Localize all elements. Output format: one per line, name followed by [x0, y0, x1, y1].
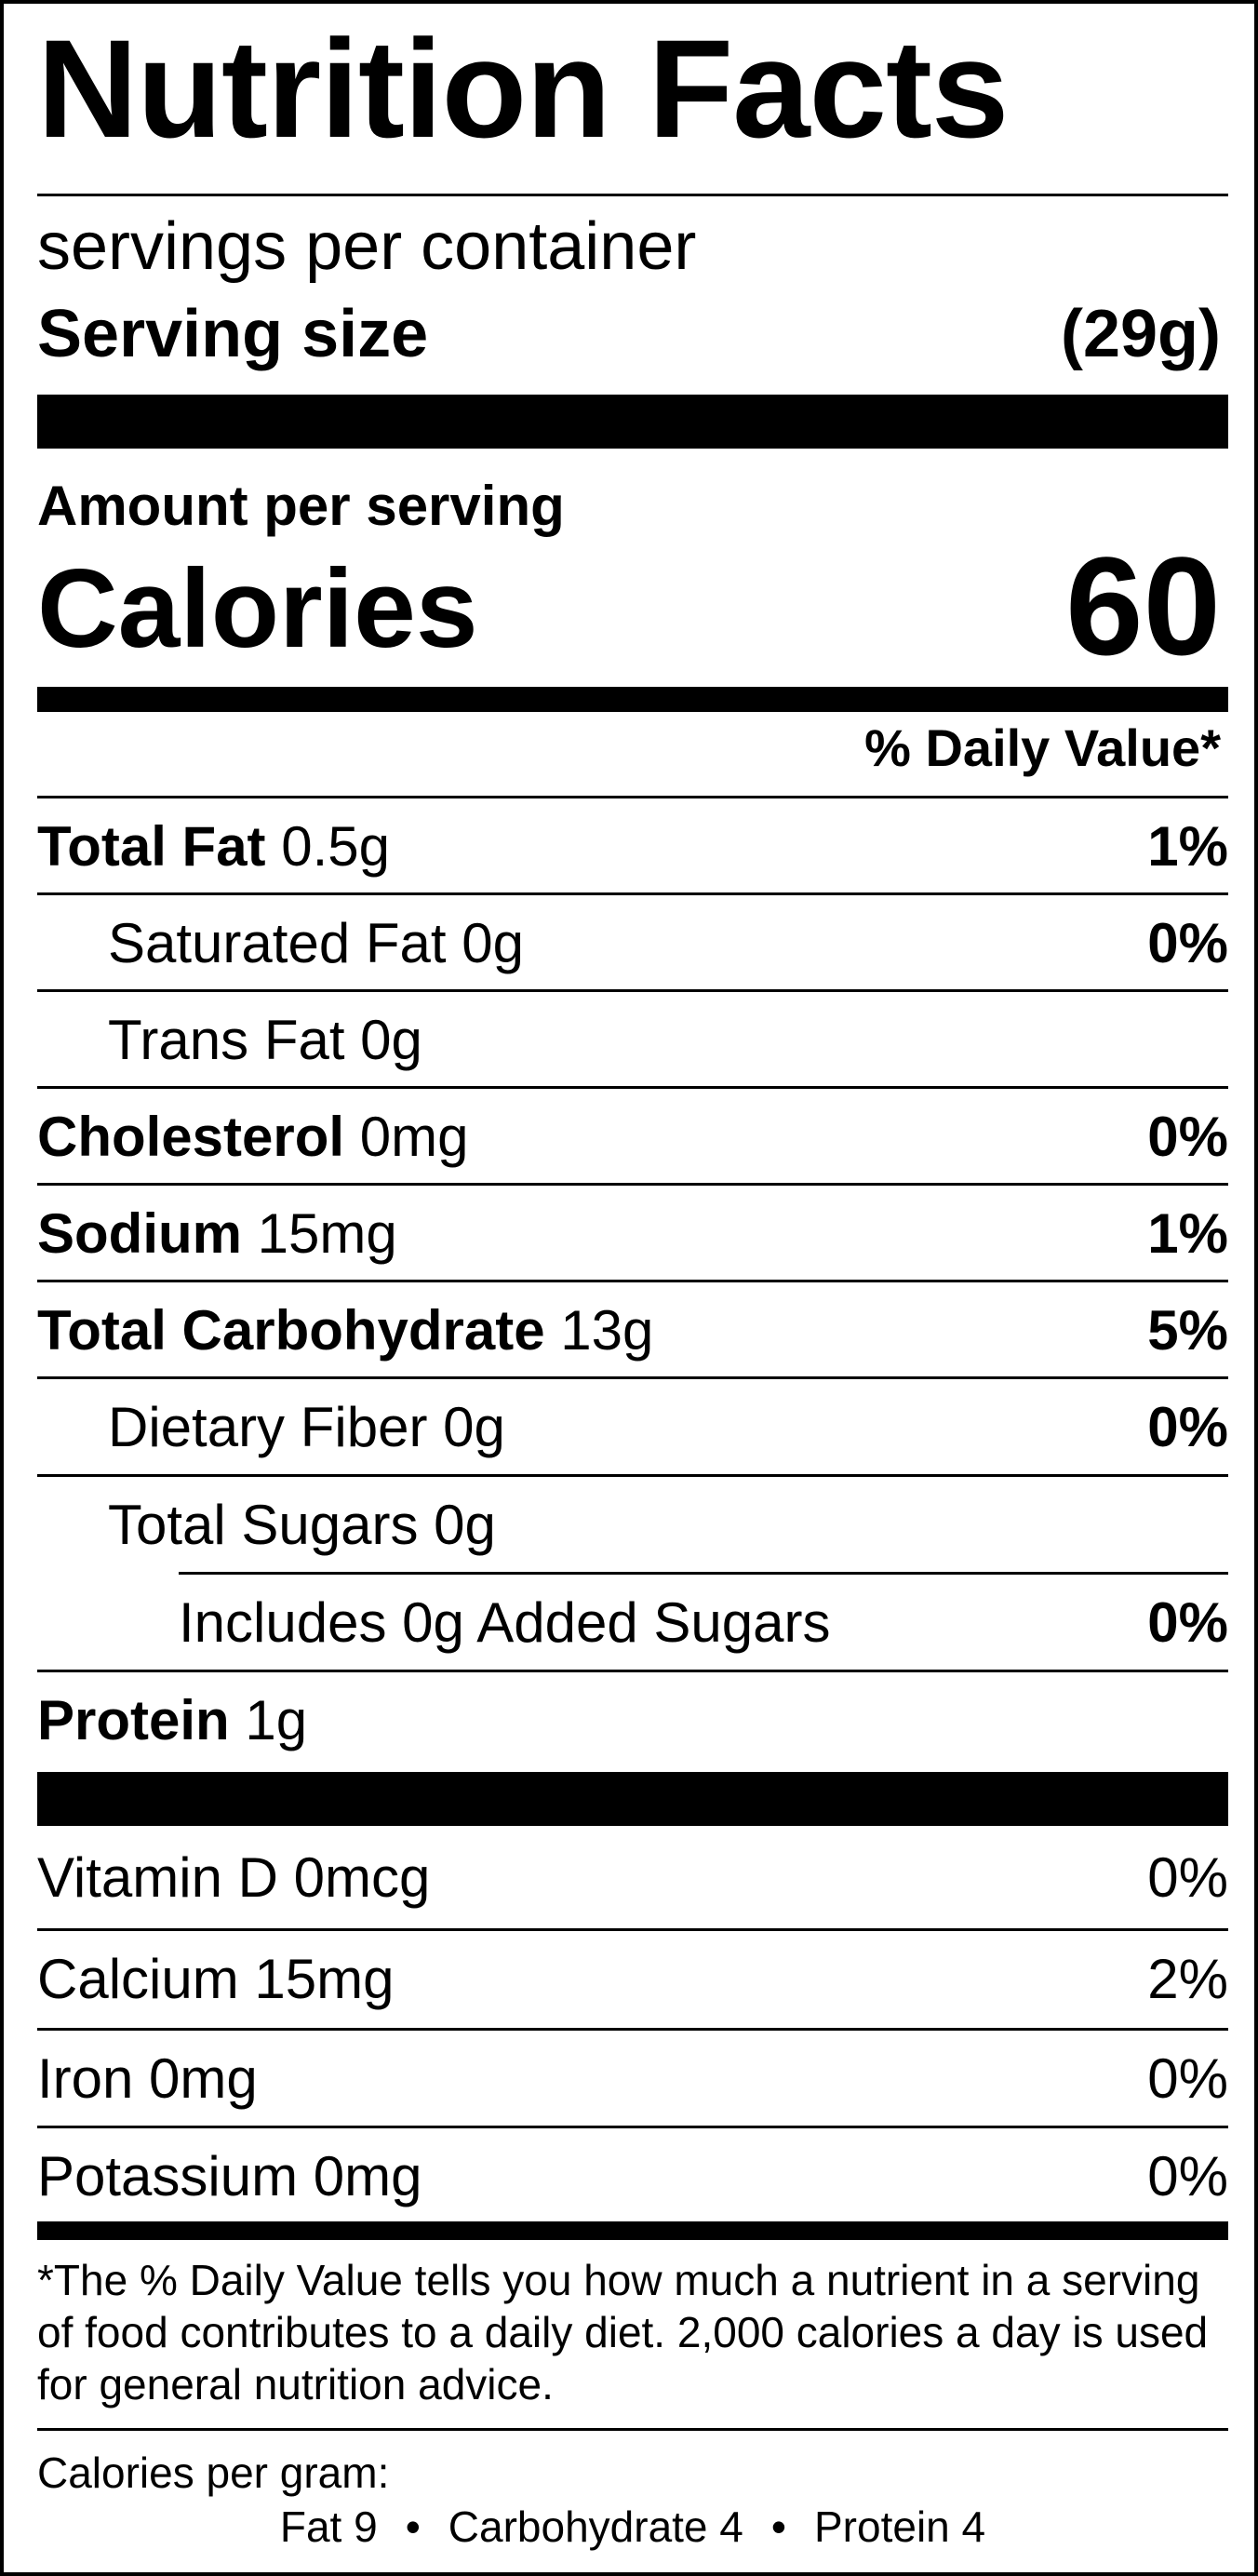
nutrient-row-saturated-fat: Saturated Fat 0g 0% [37, 895, 1228, 992]
divider-thin [37, 1670, 1228, 1672]
nutrient-name: Total Carbohydrate [37, 1299, 545, 1362]
servings-per-container: servings per container [37, 209, 697, 284]
divider-thin [37, 892, 1228, 895]
vitamin-row-vitamin-d: Vitamin D 0mcg 0% [37, 1830, 1228, 1926]
divider-thin [37, 1280, 1228, 1282]
nutrient-amount: 1g [229, 1689, 308, 1751]
divider-thin [37, 796, 1228, 798]
carbohydrate-calories-per-gram: Carbohydrate 4 [448, 2502, 743, 2551]
vitamin-row-calcium: Calcium 15mg 2% [37, 1931, 1228, 2028]
calories-label: Calories [37, 546, 478, 671]
nutrient-daily-value: 0% [1147, 1591, 1228, 1654]
daily-value-header: % Daily Value* [864, 718, 1221, 777]
divider-thin [37, 1376, 1228, 1379]
nutrient-daily-value: 0% [1147, 1106, 1228, 1168]
nutrient-row-cholesterol: Cholesterol 0mg 0% [37, 1089, 1228, 1186]
nutrient-name: Includes 0g Added Sugars [179, 1591, 831, 1654]
nutrient-amount: 13g [544, 1299, 654, 1362]
bullet-separator: • [770, 2502, 786, 2551]
nutrient-name: Trans Fat [108, 1009, 345, 1071]
divider-thin [37, 2028, 1228, 2031]
nutrient-row-total-fat: Total Fat 0.5g 1% [37, 798, 1228, 895]
nutrient-amount: 0.5g [265, 815, 390, 878]
nutrient-row-protein: Protein 1g [37, 1672, 1228, 1769]
divider-thin [37, 194, 1228, 196]
divider-thin [37, 1928, 1228, 1931]
divider-thick [37, 1772, 1228, 1826]
nutrient-daily-value: 0% [1147, 1396, 1228, 1458]
vitamin-label: Vitamin D 0mcg [37, 1846, 431, 1909]
nutrient-amount: 0g [418, 1494, 496, 1556]
nutrient-name: Dietary Fiber [108, 1396, 428, 1458]
vitamin-label: Iron 0mg [37, 2047, 258, 2110]
vitamin-row-iron: Iron 0mg 0% [37, 2031, 1228, 2127]
vitamin-daily-value: 2% [1147, 1948, 1228, 2010]
nutrient-amount: 0g [446, 912, 524, 974]
divider-thin-indented [179, 1572, 1228, 1575]
vitamin-label: Potassium 0mg [37, 2145, 422, 2207]
nutrient-amount: 15mg [242, 1202, 397, 1265]
vitamin-row-potassium: Potassium 0mg 0% [37, 2128, 1228, 2225]
divider-medium [37, 2221, 1228, 2240]
divider-thin [37, 2428, 1228, 2431]
divider-thin [37, 1474, 1228, 1477]
calories-per-gram-values: Fat 9 • Carbohydrate 4 • Protein 4 [37, 2505, 1228, 2548]
nutrient-daily-value: 0% [1147, 912, 1228, 974]
vitamin-daily-value: 0% [1147, 1846, 1228, 1909]
nutrient-row-trans-fat: Trans Fat 0g [37, 992, 1228, 1089]
nutrient-name: Protein [37, 1689, 230, 1751]
divider-medium [37, 687, 1228, 712]
nutrient-row-total-carbohydrate: Total Carbohydrate 13g 5% [37, 1282, 1228, 1379]
serving-size-value: (29g) [1060, 297, 1221, 371]
nutrient-name: Total Sugars [108, 1494, 419, 1556]
nutrient-daily-value: 1% [1147, 1202, 1228, 1265]
nutrient-name: Cholesterol [37, 1106, 345, 1168]
protein-calories-per-gram: Protein 4 [814, 2502, 986, 2551]
divider-thin [37, 989, 1228, 992]
calories-per-gram-label: Calories per gram: [37, 2449, 390, 2497]
fat-calories-per-gram: Fat 9 [279, 2502, 378, 2551]
vitamin-daily-value: 0% [1147, 2047, 1228, 2110]
divider-thin [37, 2126, 1228, 2128]
nutrient-name: Saturated Fat [108, 912, 447, 974]
nutrient-amount: 0mg [344, 1106, 469, 1168]
divider-thin [37, 1086, 1228, 1089]
daily-value-footnote: *The % Daily Value tells you how much a … [37, 2256, 1209, 2408]
amount-per-serving: Amount per serving [37, 475, 565, 537]
divider-thick [37, 395, 1228, 449]
nutrient-row-total-sugars: Total Sugars 0g [37, 1477, 1228, 1574]
nutrient-amount: 0g [427, 1396, 505, 1458]
nutrient-row-sodium: Sodium 15mg 1% [37, 1186, 1228, 1282]
nutrient-name: Sodium [37, 1202, 242, 1265]
vitamin-daily-value: 0% [1147, 2145, 1228, 2207]
calories-value: 60 [1065, 528, 1221, 684]
nutrient-amount: 0g [344, 1009, 422, 1071]
nutrient-daily-value: 1% [1147, 815, 1228, 878]
nutrient-name: Total Fat [37, 815, 266, 878]
nutrient-daily-value: 5% [1147, 1299, 1228, 1362]
divider-thin [37, 1183, 1228, 1186]
nutrient-row-added-sugars: Includes 0g Added Sugars 0% [37, 1575, 1228, 1671]
nutrient-row-dietary-fiber: Dietary Fiber 0g 0% [37, 1379, 1228, 1476]
bullet-separator: • [405, 2502, 421, 2551]
vitamin-label: Calcium 15mg [37, 1948, 395, 2010]
label-title: Nutrition Facts [37, 10, 1009, 167]
serving-size-label: Serving size [37, 297, 429, 371]
